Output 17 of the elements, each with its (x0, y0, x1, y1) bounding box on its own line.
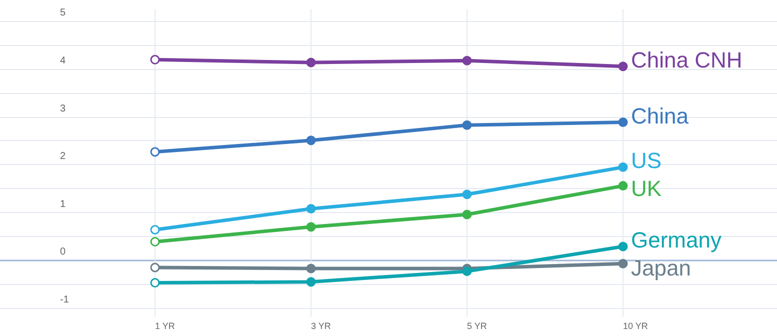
series-label: Japan (631, 256, 691, 281)
series-label: China CNH (631, 47, 742, 72)
y-tick-label: 2 (60, 151, 66, 162)
x-tick-label: 5 YR (467, 321, 488, 332)
y-tick-label: -1 (60, 294, 70, 306)
series-label: UK (631, 176, 662, 202)
y-tick-label: 4 (60, 55, 66, 66)
y-tick-label: 1 (60, 198, 66, 210)
y-tick-label: 0 (60, 246, 66, 258)
y-tick-label: 5 (60, 8, 66, 19)
x-tick-label: 3 YR (311, 321, 332, 332)
x-tick-label: 10 YR (623, 321, 648, 332)
series-label: Germany (631, 228, 722, 253)
series-label: US (631, 148, 662, 174)
y-tick-label: 3 (60, 103, 66, 114)
x-tick-label: 1 YR (155, 321, 176, 332)
series-label: China (631, 103, 690, 128)
